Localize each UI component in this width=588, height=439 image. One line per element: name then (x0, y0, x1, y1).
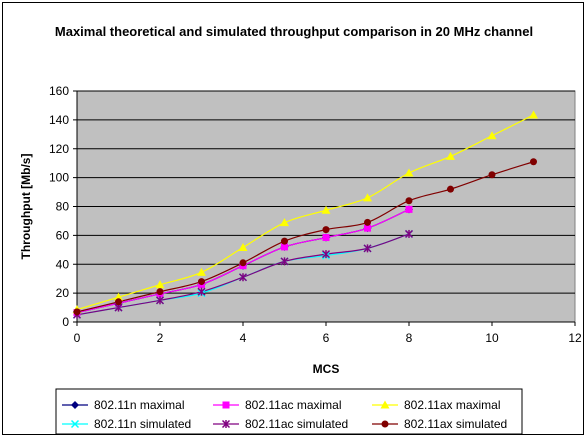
data-point (281, 243, 288, 251)
legend-marker (381, 420, 389, 428)
series-line-2 (76, 114, 534, 311)
data-point (364, 218, 371, 226)
data-point (405, 205, 413, 213)
x-tick-label: 4 (240, 331, 247, 345)
data-point (405, 197, 413, 205)
y-tick-label: 0 (62, 315, 69, 329)
data-point (321, 250, 331, 259)
chart-title: Maximal theoretical and simulated throug… (54, 24, 534, 39)
x-tick-label: 12 (568, 331, 582, 345)
data-point (322, 234, 330, 242)
legend-marker (70, 419, 80, 429)
tick-labels: 0 20 40 60 80 100 120 140 160 0 2 4 6 8 10 12 (49, 84, 582, 345)
data-point (404, 168, 414, 177)
data-point (322, 226, 330, 234)
legend-marker (221, 419, 231, 429)
data-point (404, 229, 414, 238)
legend-label: 802.11n simulated (94, 417, 191, 431)
legend-marker (222, 401, 230, 409)
legend-box (55, 388, 523, 435)
x-tick-label: 10 (485, 331, 499, 345)
x-tick-label: 2 (157, 331, 164, 345)
data-point (280, 257, 289, 266)
data-point (155, 280, 165, 289)
data-point (363, 193, 372, 202)
x-tick-label: 8 (406, 331, 413, 345)
data-point (197, 287, 206, 296)
data-point (73, 308, 81, 316)
x-tick-label: 0 (74, 331, 81, 345)
legend-label: 802.11ax simulated (404, 417, 507, 431)
legend-label: 802.11n maximal (94, 398, 185, 412)
data-point (238, 243, 248, 252)
data-point (321, 205, 331, 214)
y-tick-label: 40 (56, 257, 70, 271)
data-point (488, 171, 496, 179)
y-tick-label: 20 (56, 286, 70, 300)
legend-marker (71, 401, 79, 409)
data-point (363, 244, 372, 253)
data-point (530, 158, 537, 166)
data-point (156, 288, 164, 296)
x-axis-title: MCS (313, 362, 340, 376)
data-point (197, 267, 206, 276)
data-point (446, 151, 455, 160)
data-point (364, 224, 371, 232)
y-tick-label: 100 (49, 171, 69, 185)
data-point (238, 273, 248, 282)
legend-label: 802.11ax maximal (404, 398, 501, 412)
y-tick-label: 60 (56, 228, 70, 242)
y-tick-label: 140 (49, 113, 69, 127)
data-point (281, 237, 288, 245)
data-point (487, 131, 497, 140)
data-point (155, 296, 165, 305)
data-point (280, 218, 289, 227)
data-point (447, 185, 454, 193)
data-point (239, 259, 247, 267)
legend-label: 802.11ac maximal (245, 398, 342, 412)
y-tick-label: 160 (49, 84, 69, 98)
data-point (529, 110, 538, 119)
data-point (198, 278, 205, 286)
legend-label: 802.11ac simulated (245, 417, 348, 431)
legend: 802.11n maximal 802.11ac maximal 802.11ax … (55, 388, 523, 435)
series-markers (72, 110, 538, 319)
y-tick-label: 120 (49, 142, 69, 156)
x-tick-label: 6 (323, 331, 330, 345)
data-point (114, 292, 123, 301)
legend-marker (380, 400, 390, 409)
y-tick-label: 80 (56, 200, 70, 214)
data-point (115, 298, 122, 306)
y-axis-title: Throughput [Mb/s] (19, 154, 33, 260)
